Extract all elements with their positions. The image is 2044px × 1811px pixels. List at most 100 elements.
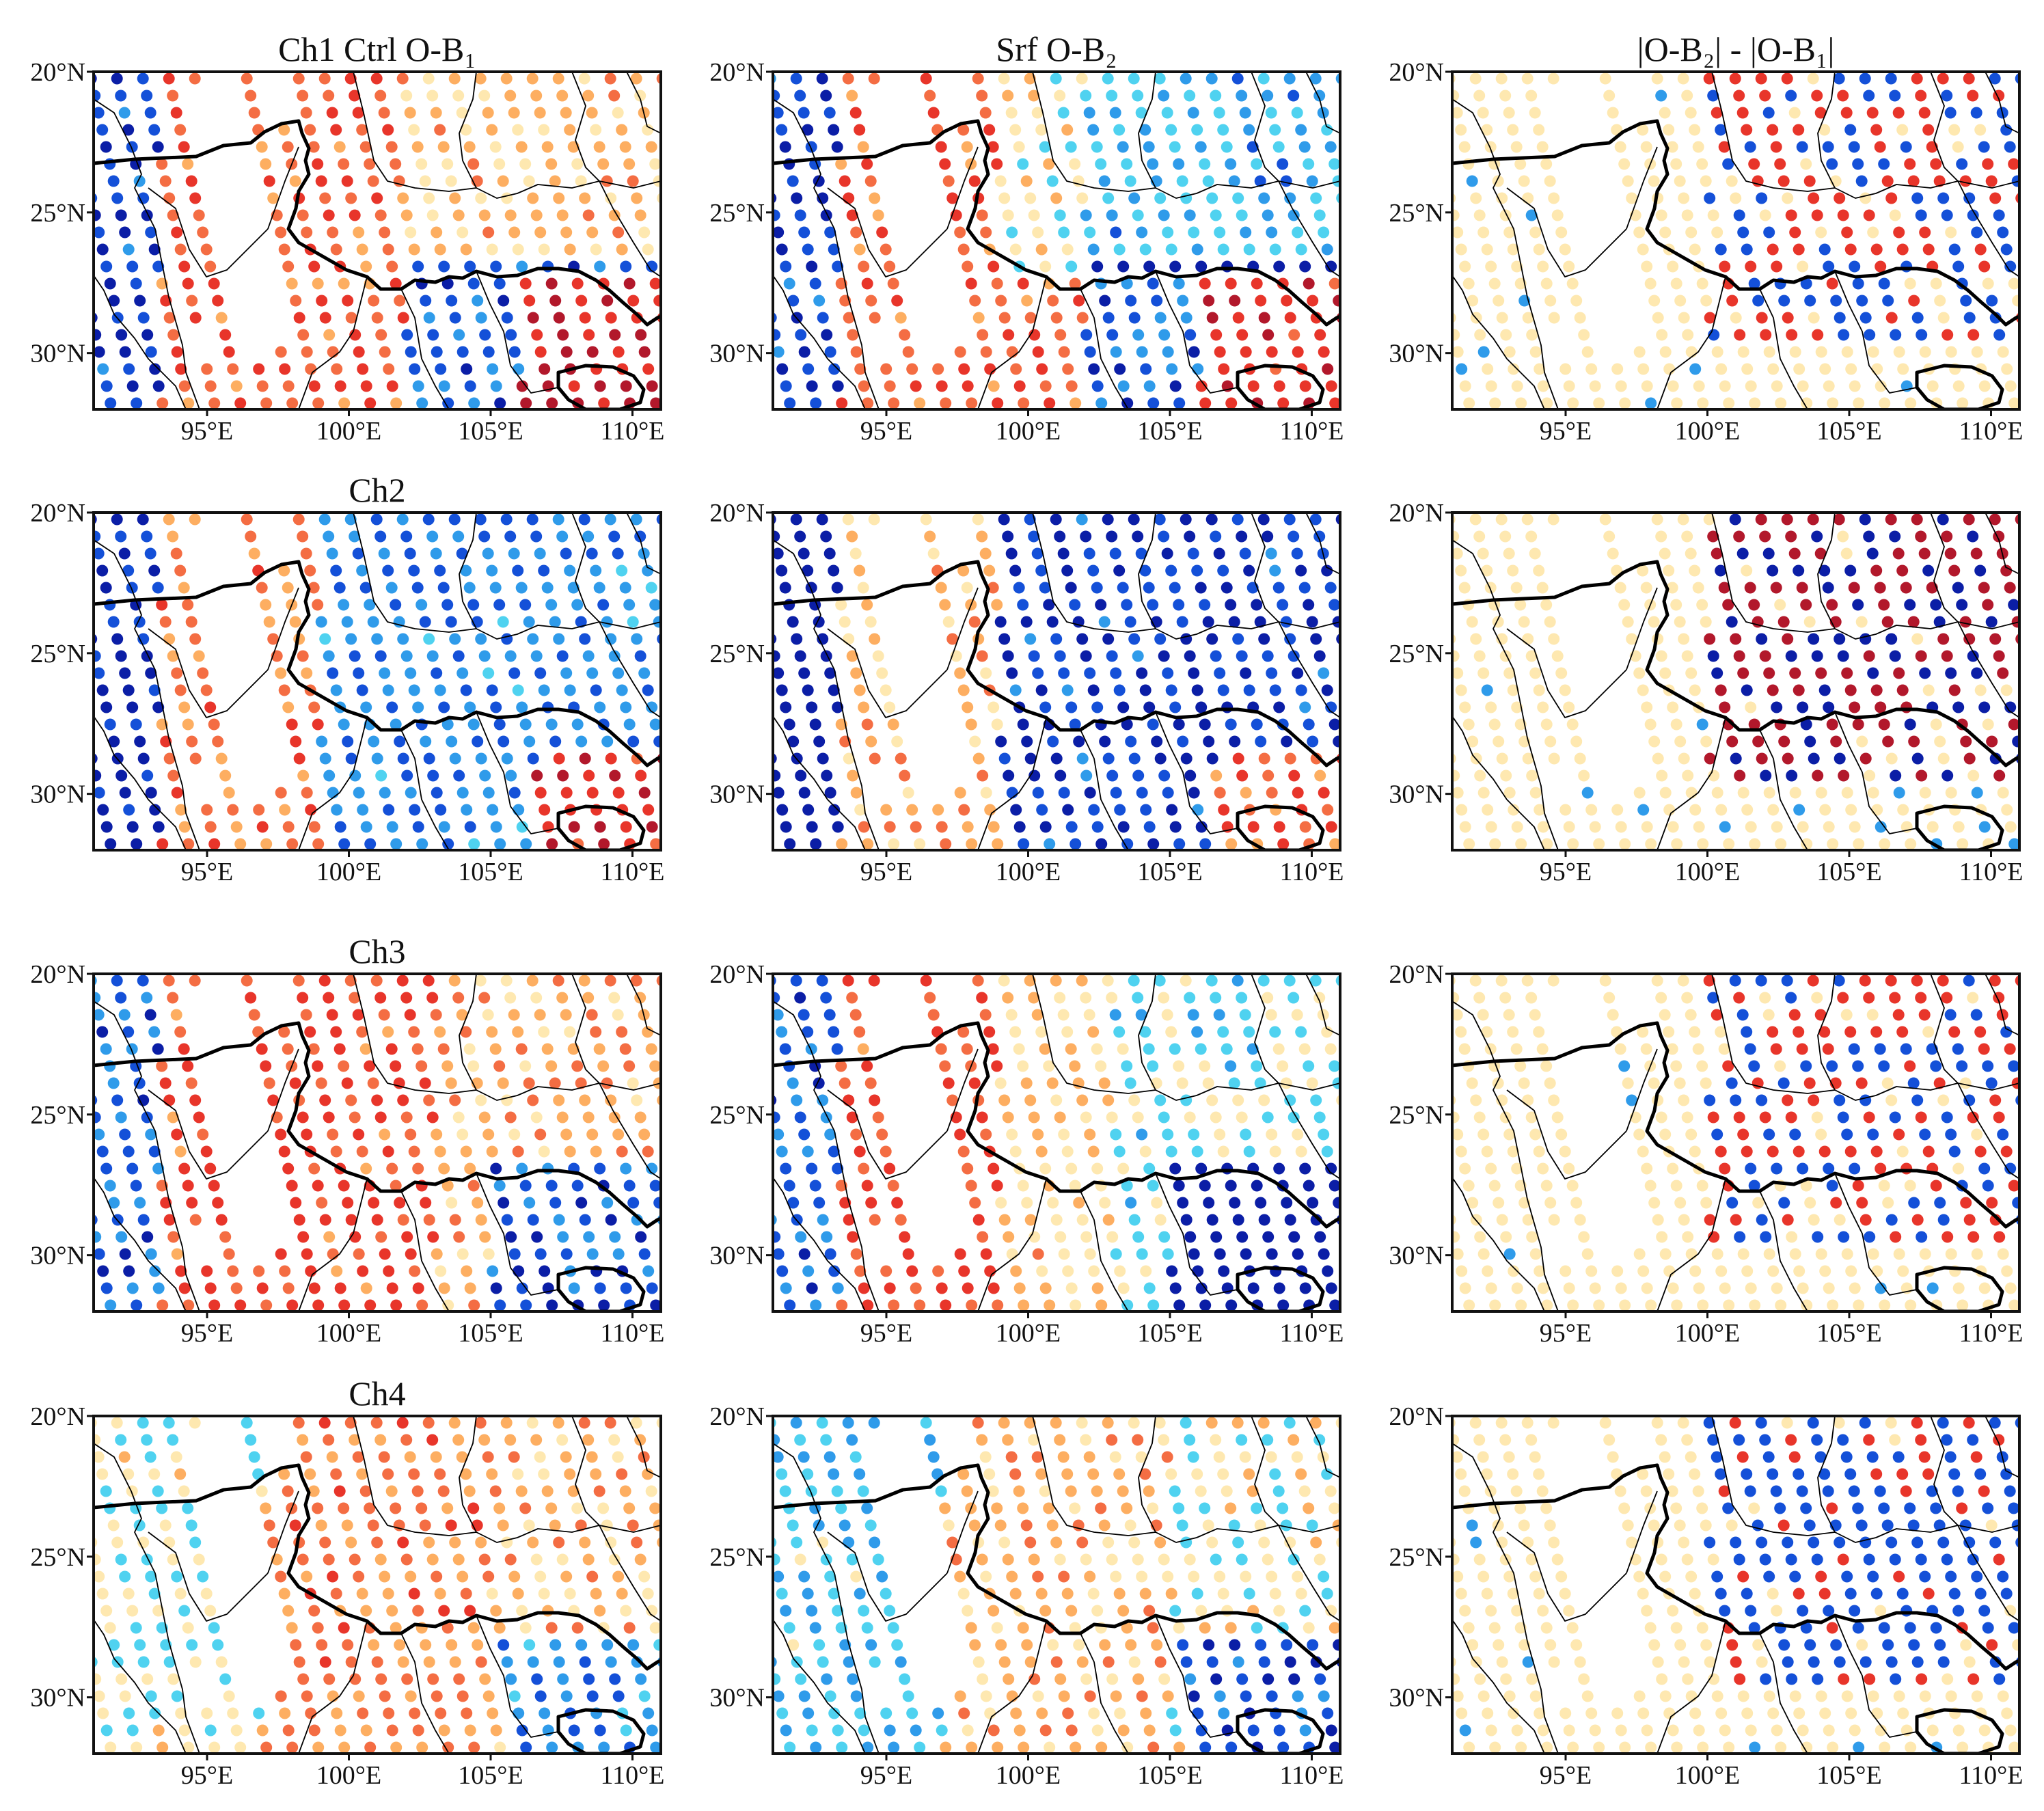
obs-point [371, 1656, 383, 1668]
obs-point [1599, 975, 1611, 987]
obs-point [1217, 1026, 1229, 1038]
obs-point [1689, 1026, 1701, 1038]
obs-point [1018, 838, 1030, 850]
obs-point [189, 1656, 202, 1668]
obs-point [556, 209, 569, 221]
obs-point [849, 107, 862, 119]
obs-point [608, 530, 621, 543]
obs-point [773, 1128, 785, 1141]
obs-point [475, 312, 487, 324]
obs-point [1095, 599, 1107, 611]
obs-point [482, 1451, 494, 1463]
obs-point [947, 1334, 959, 1346]
obs-point [653, 1197, 661, 1209]
obs-point [1139, 124, 1152, 136]
obs-point [1944, 107, 1957, 119]
obs-point [1547, 513, 1559, 526]
obs-point [490, 1282, 502, 1294]
lat-tick-label: 20°N [30, 499, 85, 528]
obs-point [1912, 873, 1924, 884]
obs-point [374, 209, 387, 221]
obs-point [1503, 1128, 1516, 1141]
obs-point [83, 1317, 94, 1329]
obs-point [156, 1502, 168, 1514]
obs-point [850, 226, 862, 239]
obs-point [1072, 1519, 1085, 1531]
obs-point [1507, 684, 1519, 696]
obs-point [854, 1468, 866, 1480]
obs-point [2019, 210, 2031, 221]
obs-point [1749, 1299, 1761, 1311]
obs-point [452, 530, 465, 543]
obs-point [161, 415, 172, 426]
obs-point [630, 1417, 642, 1429]
obs-point [1597, 415, 1609, 426]
obs-point [528, 432, 539, 444]
obs-point [178, 1282, 191, 1294]
obs-point [1864, 770, 1876, 782]
obs-point [910, 821, 922, 833]
obs-point [1818, 243, 1831, 256]
obs-point [1202, 616, 1214, 628]
obs-point [791, 633, 803, 645]
obs-point [820, 992, 832, 1004]
obs-point [918, 1759, 929, 1771]
obs-point [914, 838, 926, 850]
obs-point [821, 329, 833, 341]
obs-point [994, 616, 1007, 628]
obs-point [1534, 363, 1546, 375]
obs-point [1935, 856, 1946, 867]
obs-point [1266, 226, 1278, 239]
obs-point [1529, 1009, 1541, 1021]
obs-point [1497, 873, 1508, 884]
obs-point [1681, 650, 1693, 662]
obs-point [661, 329, 672, 341]
obs-point [1607, 547, 1619, 560]
obs-point [367, 1519, 379, 1531]
obs-point [1548, 1094, 1560, 1106]
obs-point [1700, 1197, 1713, 1209]
obs-point [987, 380, 1000, 392]
obs-point [969, 1639, 981, 1651]
obs-point [96, 1026, 109, 1038]
obs-point [773, 346, 785, 358]
obs-point [108, 295, 120, 307]
obs-point [463, 1043, 476, 1055]
obs-point [498, 295, 510, 307]
obs-point [1801, 838, 1813, 850]
obs-point [327, 787, 339, 799]
obs-point [486, 243, 498, 256]
obs-point [780, 1724, 792, 1737]
obs-point [806, 701, 818, 713]
obs-point [94, 650, 101, 662]
obs-point [1106, 90, 1118, 102]
obs-point [523, 735, 536, 748]
obs-point [1080, 1231, 1093, 1243]
obs-point [1255, 415, 1267, 426]
obs-point [161, 856, 172, 867]
obs-point [608, 1434, 621, 1446]
obs-point [560, 787, 573, 799]
obs-point [1993, 329, 2006, 341]
obs-point [880, 1145, 892, 1158]
obs-point [660, 1115, 661, 1119]
obs-point [936, 380, 948, 392]
obs-point [359, 582, 372, 594]
obs-point [290, 856, 302, 867]
obs-point [1077, 1334, 1089, 1346]
obs-point [2019, 770, 2031, 782]
obs-point [1452, 667, 1464, 679]
obs-point [1080, 650, 1092, 662]
obs-point [227, 1265, 239, 1277]
obs-point [1072, 1077, 1085, 1089]
obs-point [423, 633, 435, 645]
obs-point [96, 564, 109, 577]
obs-point [115, 1553, 127, 1566]
obs-point [1058, 1128, 1070, 1141]
lat-tick-label: 30°N [1389, 340, 1444, 368]
obs-point [854, 363, 867, 375]
obs-point [1626, 633, 1638, 645]
obs-point [1481, 1145, 1493, 1158]
obs-point [1756, 633, 1768, 645]
obs-point [650, 1741, 661, 1754]
